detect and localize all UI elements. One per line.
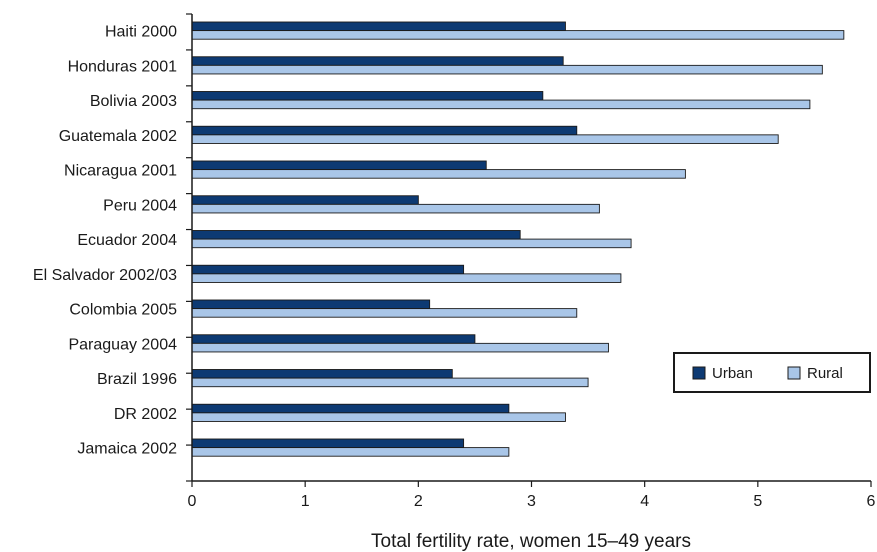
bar-rural-bolivia-2003	[191, 99, 811, 110]
x-axis-label: Total fertility rate, women 15–49 years	[371, 531, 691, 552]
x-ticks: 0 1 2 3 4 5 6	[188, 481, 876, 510]
bar-urban-paraguay-2004	[191, 334, 476, 344]
bar-urban-guatemala-2002	[191, 125, 578, 136]
bar-rural-peru-2004	[191, 203, 600, 214]
bar-rural-guatemala-2002	[191, 134, 779, 144]
legend-swatch-urban	[692, 366, 706, 380]
category-label: El Salvador 2002/03	[33, 267, 177, 284]
bar-urban-haiti-2000	[191, 21, 566, 32]
bar-urban-honduras-2001	[191, 56, 564, 66]
bar-rural-brazil-1996	[191, 377, 589, 388]
category-label: Ecuador 2004	[77, 232, 177, 249]
legend-label-urban: Urban	[712, 365, 753, 382]
category-label: Paraguay 2004	[68, 336, 177, 353]
bar-urban-el-salvador-2002-03	[191, 264, 465, 275]
x-tick-label: 2	[414, 493, 423, 510]
bar-urban-dr-2002	[191, 403, 510, 414]
bar-urban-jamaica-2002	[191, 438, 465, 449]
bar-rural-nicaragua-2001	[191, 169, 686, 179]
category-label: Guatemala 2002	[59, 128, 177, 145]
y-ticks	[186, 13, 192, 482]
bar-urban-brazil-1996	[191, 369, 453, 379]
bar-urban-bolivia-2003	[191, 91, 544, 101]
x-tick-label: 4	[640, 493, 649, 510]
x-tick-label: 6	[867, 493, 876, 510]
category-label: Jamaica 2002	[77, 441, 177, 458]
x-tick-label: 0	[188, 493, 197, 510]
x-tick-label: 5	[753, 493, 762, 510]
bar-rural-colombia-2005	[191, 308, 578, 318]
legend-box	[673, 352, 871, 393]
category-label: Brazil 1996	[97, 371, 177, 388]
bar-rural-jamaica-2002	[191, 447, 510, 457]
bar-rural-haiti-2000	[191, 30, 845, 40]
x-tick-label: 3	[527, 493, 536, 510]
category-label: Honduras 2001	[68, 58, 178, 75]
bar-urban-peru-2004	[191, 195, 419, 205]
legend-label-rural: Rural	[807, 365, 843, 382]
x-tick-label: 1	[301, 493, 310, 510]
legend: Urban Rural	[673, 352, 871, 393]
legend-swatch-rural	[787, 366, 801, 380]
bar-urban-ecuador-2004	[191, 230, 521, 240]
category-label: Bolivia 2003	[90, 93, 177, 110]
bar-rural-ecuador-2004	[191, 238, 632, 249]
bar-urban-nicaragua-2001	[191, 160, 487, 171]
category-label: Peru 2004	[103, 197, 177, 214]
bars	[191, 21, 845, 457]
bar-rural-paraguay-2004	[191, 342, 609, 353]
bar-rural-dr-2002	[191, 412, 566, 422]
bar-rural-honduras-2001	[191, 64, 823, 75]
category-label: DR 2002	[114, 406, 177, 423]
category-label: Nicaragua 2001	[64, 163, 177, 180]
bar-urban-colombia-2005	[191, 299, 431, 310]
category-label: Haiti 2000	[105, 24, 177, 41]
bar-rural-el-salvador-2002-03	[191, 273, 622, 283]
category-label: Colombia 2005	[69, 302, 177, 319]
category-labels: Haiti 2000 Honduras 2001 Bolivia 2003 Guate…	[33, 24, 177, 458]
